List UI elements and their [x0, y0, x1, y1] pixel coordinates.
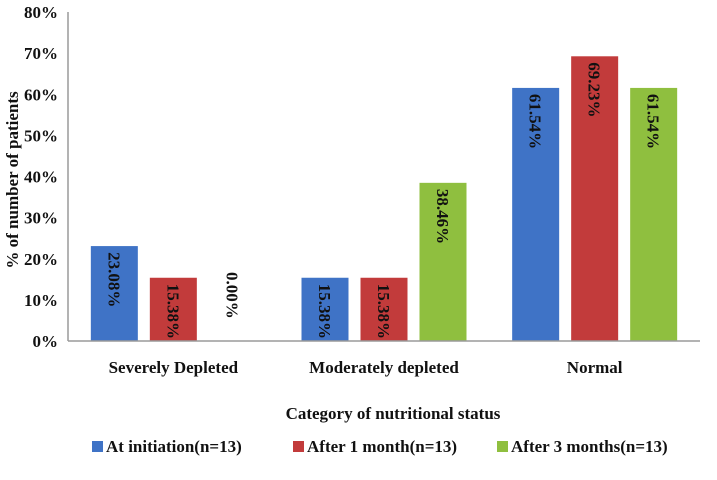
data-label: 0.00%: [222, 272, 241, 319]
y-tick-label: 10%: [24, 291, 58, 310]
bar: [360, 277, 408, 341]
data-label: 15.38%: [315, 284, 334, 339]
y-tick-label: 30%: [24, 209, 58, 228]
bar: [301, 277, 349, 341]
category-labels: Severely Depleted Moderately depleted Norm…: [109, 358, 623, 377]
y-tick-label: 80%: [24, 3, 58, 22]
legend-label: At initiation(n=13): [106, 437, 242, 456]
y-tick-label: 20%: [24, 250, 58, 269]
y-axis-title: % of number of patients: [3, 91, 22, 269]
data-label: 15.38%: [163, 284, 182, 339]
y-tick-label: 40%: [24, 168, 58, 187]
legend-swatch: [293, 441, 304, 452]
bar: [90, 246, 138, 341]
category-label: Moderately depleted: [309, 358, 459, 377]
bar: [419, 182, 467, 341]
bar: [512, 87, 560, 341]
data-label: 15.38%: [374, 284, 393, 339]
bars: [90, 56, 678, 341]
axes: [67, 12, 700, 342]
category-label: Normal: [567, 358, 623, 377]
legend-swatch: [92, 441, 103, 452]
data-label: 61.54%: [644, 94, 663, 149]
legend-label: After 3 months(n=13): [511, 437, 668, 456]
data-label: 69.23%: [585, 62, 604, 117]
data-label: 38.46%: [433, 189, 452, 244]
x-axis-title: Category of nutritional status: [286, 404, 501, 423]
legend-label: After 1 month(n=13): [307, 437, 457, 456]
legend: At initiation(n=13) After 1 month(n=13) Af…: [92, 437, 668, 456]
data-label: 61.54%: [526, 94, 545, 149]
y-tick-label: 0%: [33, 332, 59, 351]
category-label: Severely Depleted: [109, 358, 239, 377]
data-labels: 23.08% 15.38% 0.00% 15.38% 15.38% 38.46% 61.54…: [104, 62, 662, 339]
y-tick-label: 60%: [24, 85, 58, 104]
bar: [149, 277, 197, 341]
y-tick-label: 50%: [24, 126, 58, 145]
bar: [571, 56, 619, 341]
data-label: 23.08%: [104, 252, 123, 307]
bar: [630, 87, 678, 341]
y-tick-label: 70%: [24, 44, 58, 63]
y-axis-ticks: 0% 10% 20% 30% 40% 50% 60% 70% 80%: [24, 3, 58, 351]
legend-swatch: [497, 441, 508, 452]
